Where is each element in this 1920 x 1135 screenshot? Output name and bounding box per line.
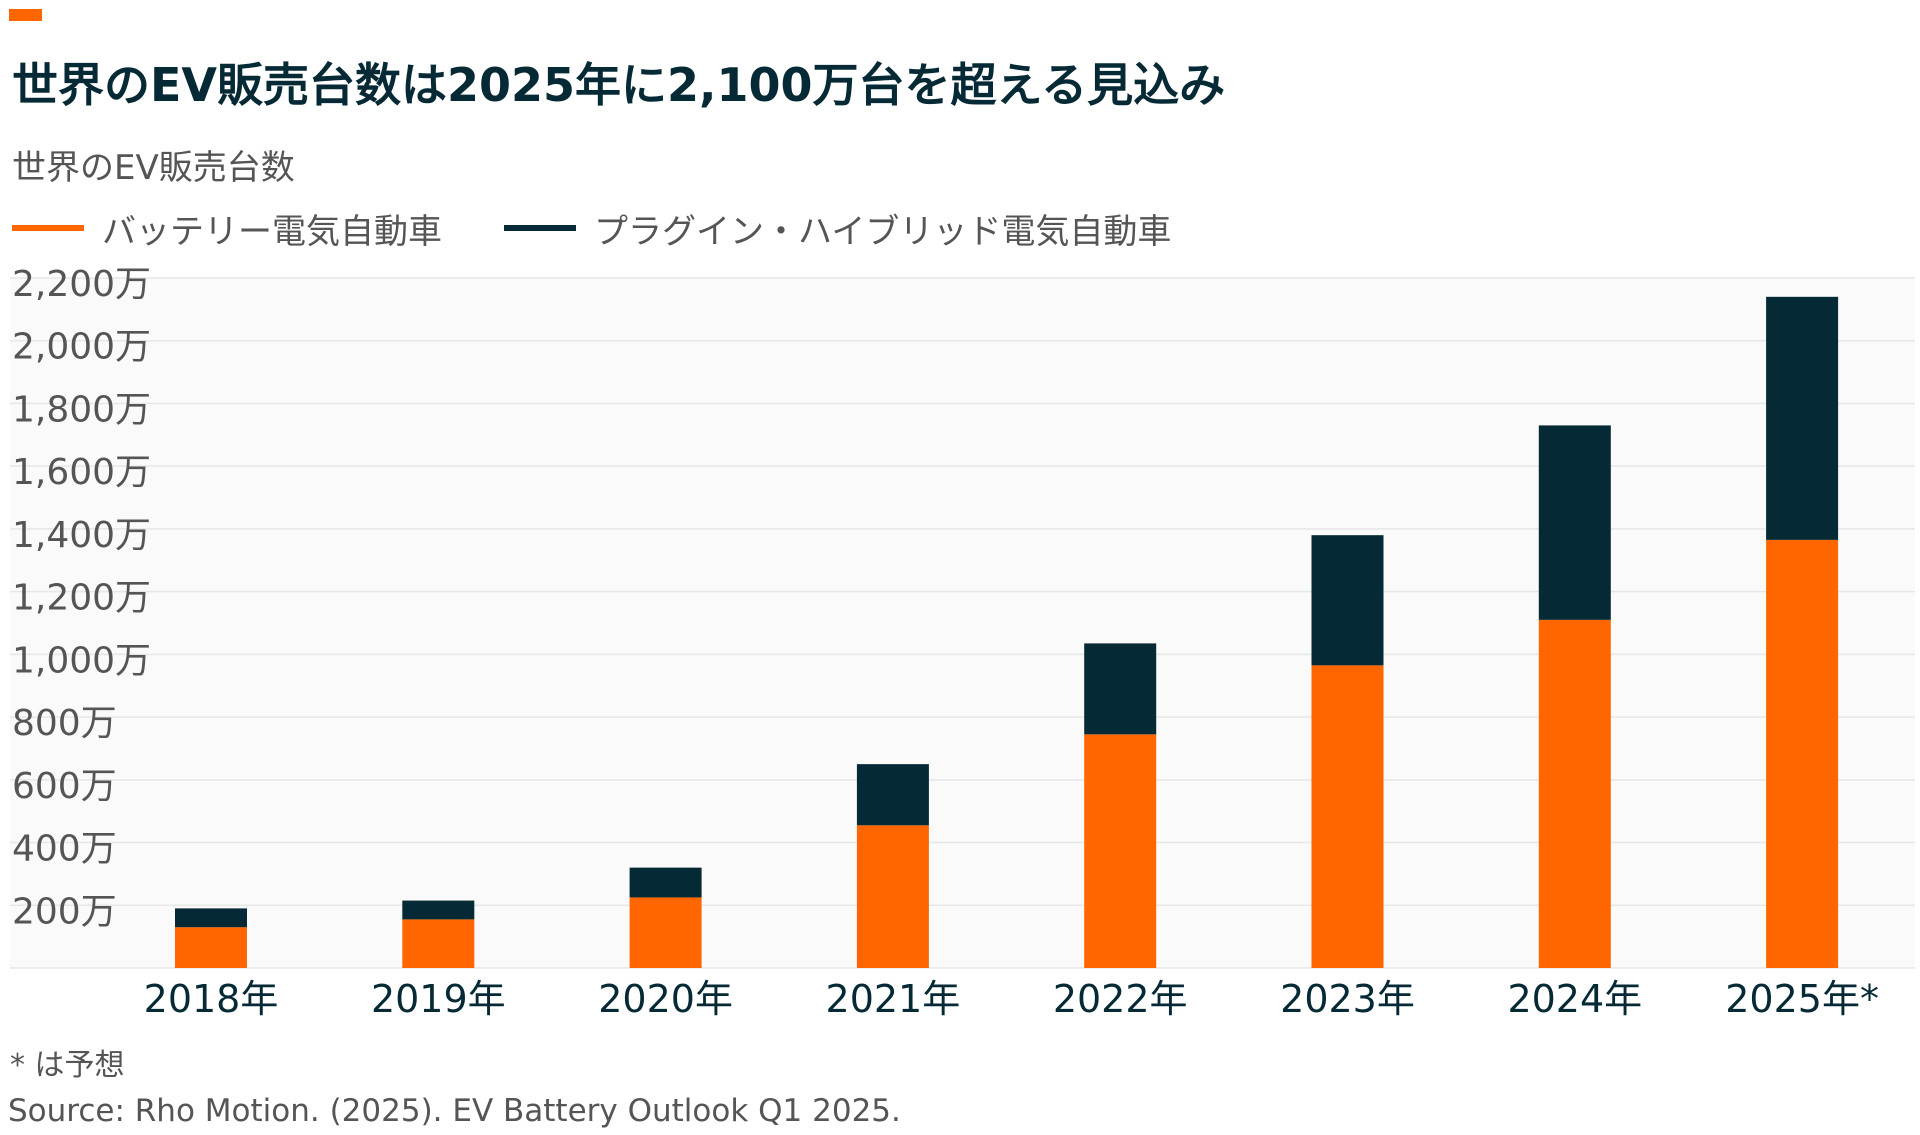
bar-phev-6 [1311, 535, 1384, 666]
x-tick-label: 2025年* [1725, 977, 1879, 1021]
y-tick-label: 200万 [12, 891, 117, 932]
bar-phev-2 [402, 900, 475, 920]
x-tick-label: 2019年 [371, 977, 506, 1021]
legend-item-bev: バッテリー電気自動車 [12, 204, 442, 253]
y-tick-label: 1,000万 [12, 640, 151, 681]
y-tick-label: 800万 [12, 703, 117, 744]
source-note: Source: Rho Motion. (2025). EV Battery O… [8, 1093, 901, 1129]
legend-swatch-phev [504, 225, 576, 231]
y-tick-label: 1,200万 [12, 578, 151, 619]
bar-bev-1 [175, 927, 247, 968]
bar-bev-4 [856, 825, 929, 968]
x-tick-label: 2018年 [144, 977, 279, 1021]
y-tick-label: 600万 [12, 766, 117, 807]
bar-phev-4 [856, 764, 929, 826]
bar-phev-8 [1766, 296, 1839, 540]
bar-phev-3 [629, 867, 702, 898]
y-tick-label: 2,200万 [12, 264, 151, 305]
bar-bev-2 [402, 919, 475, 968]
legend-swatch-bev [12, 225, 84, 231]
legend-label-bev: バッテリー電気自動車 [102, 211, 442, 252]
x-tick-label: 2022年 [1053, 977, 1188, 1021]
chart-subtitle: 世界のEV販売台数 [12, 148, 295, 188]
y-tick-label: 1,800万 [12, 389, 151, 430]
plot-background [10, 278, 1915, 968]
bar-bev-5 [1084, 734, 1157, 968]
bar-bev-7 [1538, 619, 1611, 968]
legend-item-phev: プラグイン・ハイブリッド電気自動車 [504, 204, 1171, 253]
y-tick-label: 1,400万 [12, 515, 151, 556]
bar-phev-5 [1084, 643, 1157, 735]
accent-bar [9, 9, 42, 21]
y-tick-label: 1,600万 [12, 452, 151, 493]
x-tick-label: 2020年 [598, 977, 733, 1021]
bar-bev-8 [1766, 539, 1839, 968]
bar-bev-6 [1311, 665, 1384, 968]
chart-title: 世界のEV販売台数は2025年に2,100万台を超える見込み [12, 58, 1226, 112]
legend: バッテリー電気自動車 プラグイン・ハイブリッド電気自動車 [12, 204, 1233, 253]
x-tick-label: 2023年 [1280, 977, 1415, 1021]
bar-bev-3 [629, 897, 702, 968]
x-tick-label: 2024年 [1507, 977, 1642, 1021]
legend-label-phev: プラグイン・ハイブリッド電気自動車 [594, 211, 1172, 252]
x-tick-label: 2021年 [826, 977, 961, 1021]
y-tick-label: 400万 [12, 829, 117, 870]
y-tick-label: 2,000万 [12, 327, 151, 368]
bar-phev-1 [175, 908, 247, 928]
footnote: * は予想 [10, 1048, 125, 1083]
bar-phev-7 [1538, 425, 1611, 620]
